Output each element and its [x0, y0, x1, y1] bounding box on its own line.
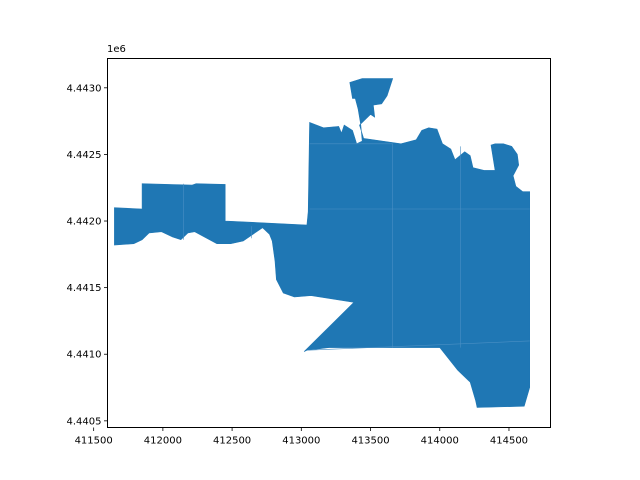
district-region: [114, 78, 531, 408]
x-axis: 411500 412000 412500 413000 413500 414000 4145…: [75, 427, 528, 447]
x-tick-label: 411500: [75, 436, 113, 447]
subdistrict-boundary-1: [308, 340, 530, 351]
boundary-layer: [183, 143, 530, 351]
plot-frame: [107, 58, 551, 428]
y-tick-label: 4.4420: [67, 217, 102, 228]
x-tick-label: 412500: [213, 436, 251, 447]
x-tick-label: 414500: [490, 436, 528, 447]
y-axis: 4.4405 4.4410 4.4415 4.4420 4.4425 4.4430: [67, 83, 108, 427]
x-tick-label: 414000: [421, 436, 459, 447]
region-layer: [114, 78, 531, 408]
x-tick-label: 412000: [144, 436, 182, 447]
x-tick-label: 413500: [351, 436, 389, 447]
y-tick-label: 4.4405: [67, 416, 102, 427]
y-tick-label: 4.4415: [67, 283, 102, 294]
y-tick-label: 4.4410: [67, 350, 102, 361]
x-tick-label: 413000: [282, 436, 320, 447]
y-tick-label: 4.4425: [67, 150, 102, 161]
y-offset-label: 1e6: [107, 44, 126, 55]
y-tick-label: 4.4430: [67, 83, 102, 94]
